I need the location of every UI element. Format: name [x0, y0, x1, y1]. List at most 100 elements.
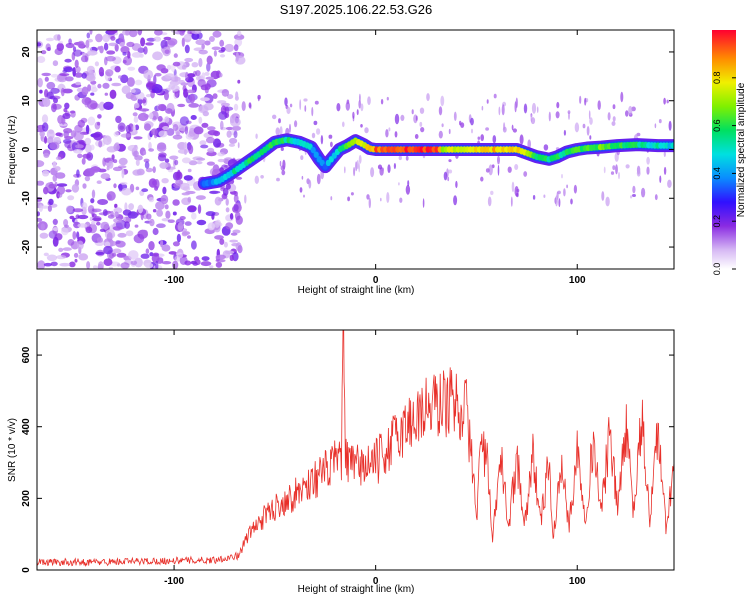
noise-streak — [514, 101, 517, 113]
noise-blob — [181, 157, 191, 164]
noise-blob — [196, 157, 206, 161]
noise-blob — [121, 187, 132, 196]
noise-blob — [118, 183, 123, 192]
noise-blob — [43, 252, 49, 257]
noise-blob — [206, 161, 215, 166]
noise-streak — [497, 155, 500, 165]
noise-blob — [160, 68, 169, 74]
noise-streak — [543, 144, 549, 151]
noise-blob — [149, 112, 154, 120]
noise-streak — [347, 196, 350, 202]
noise-blob — [188, 103, 200, 108]
noise-streak — [659, 175, 662, 183]
noise-streak — [276, 177, 280, 182]
noise-streak — [511, 124, 514, 131]
noise-blob — [161, 178, 169, 184]
noise-blob — [197, 204, 202, 214]
noise-streak — [615, 164, 618, 175]
noise-streak — [438, 106, 443, 116]
spectrogram-x-tick-label: 0 — [373, 275, 379, 286]
noise-blob — [152, 51, 163, 61]
noise-blob — [52, 60, 59, 67]
snr-x-axis-label: Height of straight line (km) — [298, 584, 415, 595]
noise-blob — [184, 44, 190, 54]
noise-streak — [557, 190, 561, 195]
snr-x-tick-label: 0 — [373, 576, 379, 587]
noise-blob — [125, 124, 131, 133]
noise-blob — [204, 71, 210, 76]
colorbar-tick-label: 0.0 — [712, 263, 722, 276]
noise-blob — [161, 218, 170, 222]
noise-streak — [345, 101, 350, 111]
noise-streak — [658, 119, 662, 124]
noise-blob — [122, 59, 127, 64]
colorbar-tick-label: 0.8 — [712, 72, 722, 85]
noise-blob — [55, 132, 62, 137]
noise-blob — [205, 211, 216, 217]
noise-blob — [81, 86, 89, 96]
noise-blob — [102, 135, 112, 146]
noise-blob — [44, 136, 47, 144]
noise-streak — [646, 166, 650, 175]
noise-streak — [289, 123, 291, 133]
noise-blob — [78, 253, 89, 261]
noise-blob — [233, 44, 239, 52]
ridge-cell — [670, 142, 674, 149]
noise-blob — [104, 56, 108, 66]
noise-blob — [235, 51, 239, 62]
noise-blob — [90, 198, 95, 204]
noise-blob — [110, 210, 114, 217]
noise-streak — [438, 130, 443, 139]
noise-blob — [118, 157, 128, 166]
noise-streak — [314, 100, 319, 105]
noise-blob — [176, 252, 184, 259]
noise-blob — [134, 79, 143, 86]
noise-blob — [71, 183, 80, 193]
noise-blob — [103, 101, 114, 110]
noise-blob — [65, 205, 74, 214]
noise-blob — [229, 137, 238, 144]
noise-blob — [232, 229, 241, 234]
noise-blob — [218, 111, 228, 120]
noise-blob — [37, 42, 42, 47]
noise-blob — [71, 142, 78, 152]
noise-blob — [98, 101, 106, 111]
noise-blob — [67, 239, 75, 246]
noise-blob — [50, 73, 59, 78]
noise-blob — [75, 81, 81, 86]
noise-blob — [50, 261, 58, 267]
noise-blob — [181, 64, 187, 70]
noise-blob — [81, 72, 87, 79]
noise-blob — [59, 73, 70, 77]
noise-blob — [118, 75, 122, 79]
noise-blob — [214, 196, 222, 206]
figure-title: S197.2025.106.22.53.G26 — [280, 2, 433, 17]
noise-blob — [37, 56, 46, 63]
noise-streak — [605, 196, 610, 207]
noise-blob — [233, 194, 239, 204]
noise-blob — [100, 173, 111, 180]
noise-streak — [497, 164, 500, 176]
noise-blob — [138, 108, 150, 112]
noise-blob — [187, 73, 196, 78]
noise-streak — [501, 104, 505, 116]
noise-blob — [173, 183, 181, 188]
noise-blob — [172, 260, 179, 269]
noise-blob — [233, 130, 238, 139]
noise-blob — [179, 31, 185, 36]
noise-streak — [612, 104, 616, 110]
noise-streak — [453, 111, 457, 122]
noise-streak — [355, 161, 358, 172]
noise-blob — [113, 218, 122, 223]
noise-streak — [289, 103, 293, 108]
noise-blob — [199, 140, 207, 146]
noise-blob — [64, 76, 74, 82]
noise-blob — [213, 50, 217, 57]
colorbar-tick-label: 0.6 — [712, 119, 722, 132]
noise-blob — [103, 245, 113, 255]
noise-blob — [234, 211, 241, 221]
noise-blob — [176, 233, 181, 243]
noise-blob — [44, 76, 49, 82]
noise-streak — [519, 134, 524, 145]
noise-blob — [232, 125, 241, 131]
